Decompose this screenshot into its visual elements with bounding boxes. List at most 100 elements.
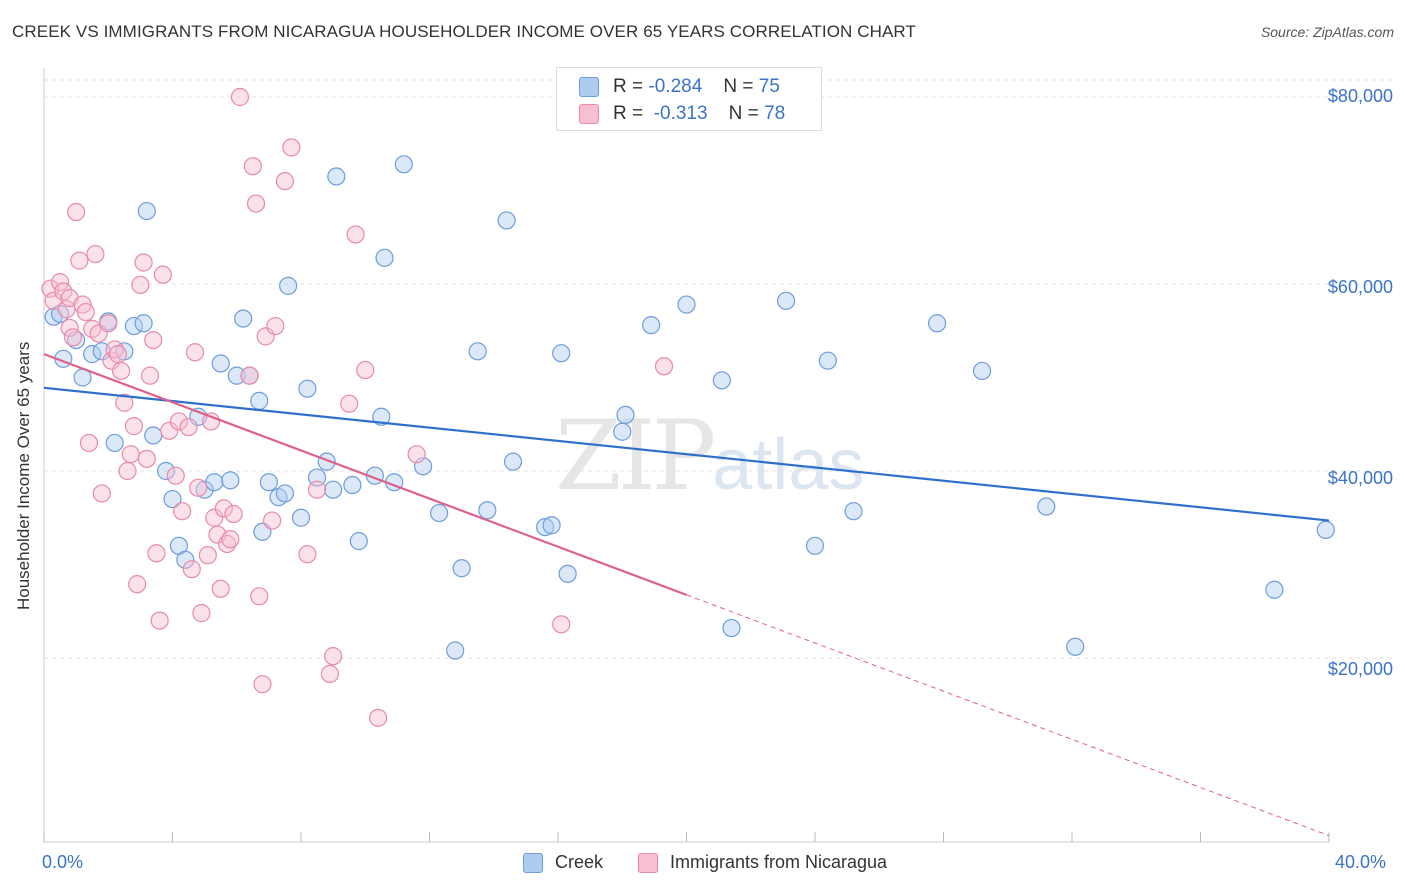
- creek-point: [1316, 520, 1335, 540]
- creek-point: [452, 559, 471, 578]
- nicaragua-point: [253, 675, 272, 694]
- creek-point: [642, 316, 661, 335]
- nicaragua-point: [137, 449, 156, 468]
- creek-point: [468, 342, 487, 361]
- creek-point: [211, 354, 230, 373]
- creek-point: [144, 426, 163, 445]
- legend-row-nicaragua: R = -0.313 N = 78: [579, 102, 785, 126]
- nicaragua-point: [230, 87, 250, 107]
- watermark-zip: ZIP: [555, 400, 716, 512]
- legend-n-value-nicaragua: 78: [764, 103, 786, 124]
- nicaragua-point: [182, 560, 201, 579]
- legend-r-label-creek: R =: [613, 76, 644, 97]
- nicaragua-point: [243, 157, 262, 176]
- nicaragua-point: [356, 360, 375, 380]
- correlation-legend: R = -0.284 N = 75 R = -0.313 N = 78: [556, 67, 822, 131]
- legend-nicaragua-label: Immigrants from Nicaragua: [670, 852, 888, 872]
- legend-row-creek: R = -0.284 N = 75: [579, 75, 780, 99]
- x-tick-label-min: 0.0%: [42, 852, 84, 872]
- creek-point: [250, 391, 269, 410]
- nicaragua-point: [76, 302, 95, 322]
- legend-n-value-creek: 75: [758, 76, 780, 97]
- nicaragua-point: [63, 328, 83, 347]
- creek-swatch: [579, 77, 599, 97]
- legend-r-label-nicaragua: R =: [613, 103, 644, 124]
- nicaragua-point: [340, 394, 359, 413]
- series-legend: Creek Immigrants from Nicaragua: [0, 852, 1406, 878]
- creek-point: [972, 361, 992, 381]
- nicaragua-point: [262, 511, 282, 530]
- creek-point: [503, 452, 523, 471]
- nicaragua-points: [41, 87, 674, 727]
- nicaragua-point: [169, 412, 189, 431]
- creek-point: [327, 167, 346, 186]
- nicaragua-point: [118, 461, 137, 481]
- creek-point: [927, 314, 947, 333]
- nicaragua-point: [153, 265, 172, 284]
- nicaragua-point: [250, 587, 269, 606]
- nicaragua-trend-line-extension: [686, 594, 1330, 837]
- nicaragua-point: [307, 480, 327, 499]
- nicaragua-point: [124, 417, 144, 436]
- nicaragua-point: [140, 366, 160, 385]
- nicaragua-point: [654, 357, 674, 376]
- creek-point: [298, 379, 317, 398]
- creek-point: [205, 473, 224, 492]
- creek-point: [1037, 497, 1056, 516]
- creek-point: [375, 248, 394, 267]
- creek-point: [372, 407, 391, 426]
- nicaragua-point: [67, 202, 86, 222]
- nicaragua-point: [86, 244, 105, 264]
- x-tick-label-max: 40.0%: [1335, 852, 1387, 872]
- creek-point: [1066, 637, 1085, 656]
- creek-point: [478, 501, 497, 520]
- creek-point: [805, 536, 825, 555]
- legend-item-creek: Creek: [523, 852, 603, 873]
- creek-point: [558, 564, 577, 583]
- legend-item-nicaragua: Immigrants from Nicaragua: [638, 852, 887, 873]
- creek-point: [156, 461, 176, 481]
- creek-point: [677, 295, 696, 314]
- legend-creek-swatch: [523, 852, 543, 873]
- nicaragua-point: [108, 345, 127, 364]
- nicaragua-point: [115, 393, 134, 412]
- nicaragua-point: [150, 611, 169, 630]
- creek-point: [446, 641, 465, 660]
- nicaragua-point: [552, 615, 571, 634]
- nicaragua-point: [221, 530, 240, 549]
- legend-n-label-creek: N =: [723, 76, 754, 97]
- legend-nicaragua-swatch: [638, 852, 658, 873]
- nicaragua-swatch: [579, 104, 599, 124]
- nicaragua-point: [185, 343, 205, 362]
- creek-points: [44, 155, 1335, 660]
- nicaragua-point: [147, 544, 166, 563]
- creek-point: [176, 550, 195, 569]
- creek-point: [712, 371, 731, 390]
- nicaragua-point: [179, 417, 198, 437]
- nicaragua-point: [369, 708, 388, 727]
- y-axis-label: Householder Income Over 65 years: [14, 341, 33, 610]
- creek-point: [291, 508, 311, 527]
- creek-trend-line: [43, 386, 1330, 522]
- nicaragua-point: [128, 575, 147, 594]
- nicaragua-trend-line: [43, 353, 687, 596]
- creek-point: [616, 405, 635, 424]
- nicaragua-point: [166, 466, 185, 485]
- legend-r-value-creek: -0.284: [648, 76, 703, 97]
- creek-point: [844, 502, 863, 521]
- trend-lines: [43, 353, 1330, 837]
- creek-point: [195, 480, 214, 499]
- creek-point: [259, 473, 278, 492]
- creek-point: [221, 471, 240, 490]
- legend-r-value-nicaragua: -0.313: [653, 103, 708, 124]
- creek-point: [324, 480, 343, 499]
- nicaragua-point: [54, 282, 73, 301]
- nicaragua-point: [192, 604, 211, 623]
- creek-point: [134, 314, 153, 333]
- creek-point: [430, 503, 449, 523]
- nicaragua-point: [298, 545, 317, 564]
- creek-point: [163, 489, 182, 509]
- creek-point: [552, 344, 571, 363]
- y-tick-label-40000: $40,000: [1327, 468, 1393, 488]
